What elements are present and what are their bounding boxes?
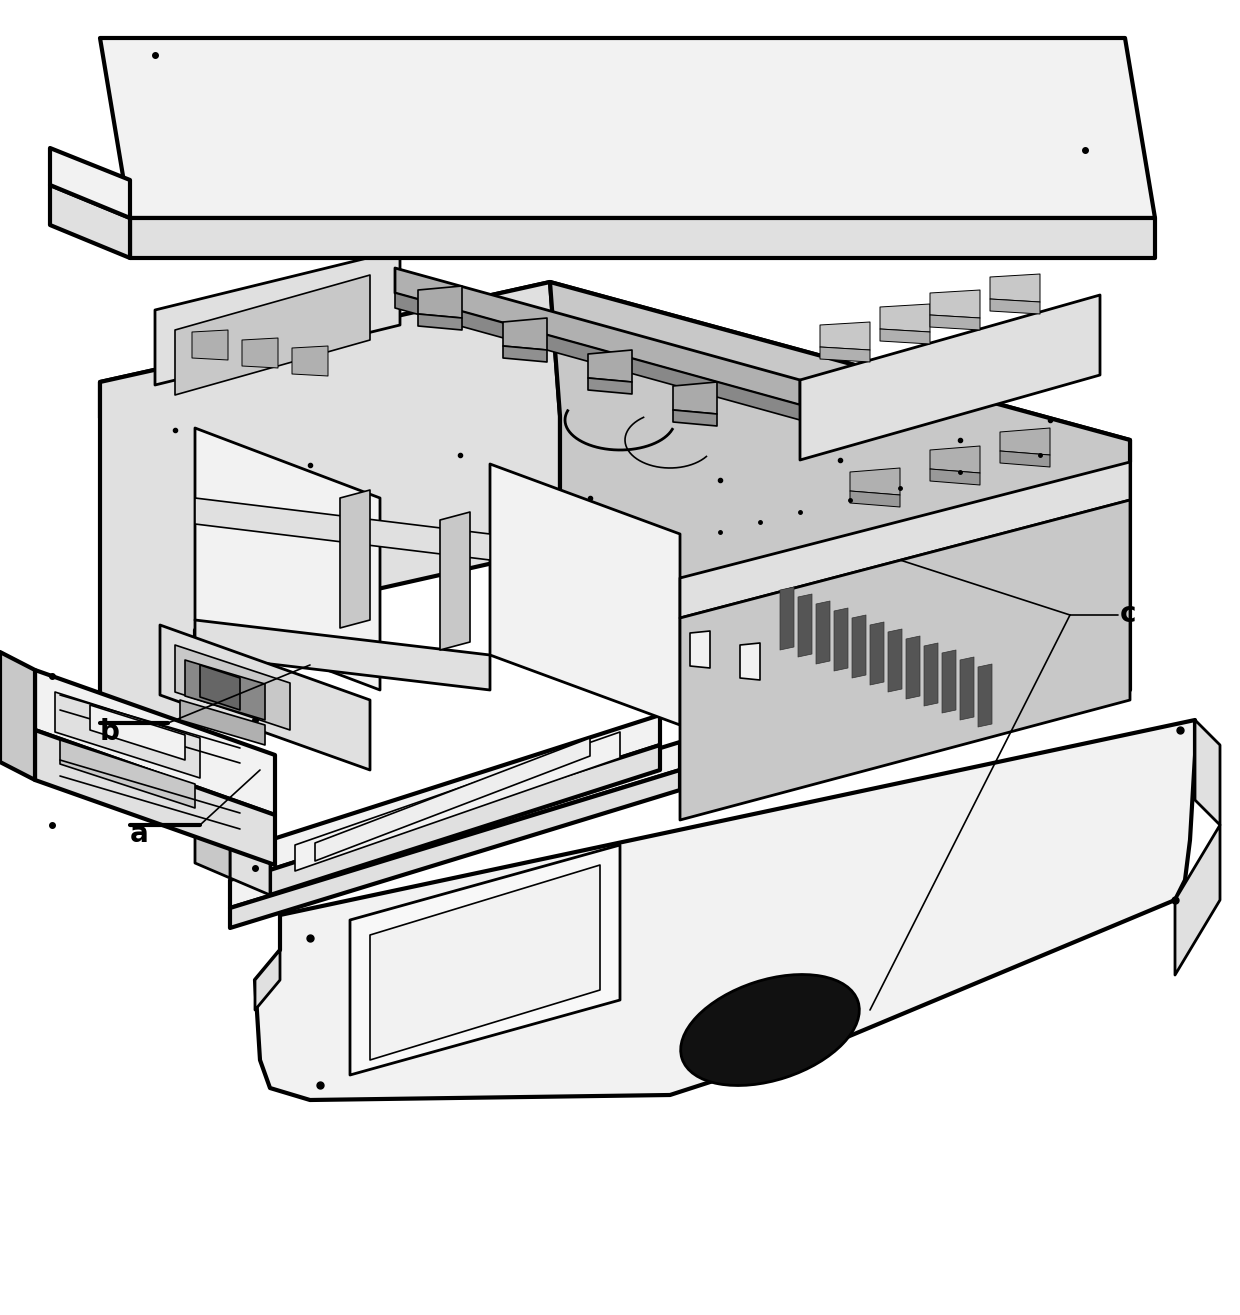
Polygon shape	[291, 346, 329, 376]
Polygon shape	[930, 291, 980, 318]
Polygon shape	[588, 377, 632, 394]
Polygon shape	[295, 732, 620, 871]
Polygon shape	[930, 446, 980, 473]
Polygon shape	[242, 338, 278, 368]
Polygon shape	[0, 652, 35, 780]
Polygon shape	[880, 329, 930, 345]
Polygon shape	[270, 746, 660, 896]
Polygon shape	[924, 643, 937, 706]
Polygon shape	[396, 268, 800, 405]
Polygon shape	[180, 700, 265, 746]
Polygon shape	[930, 316, 980, 330]
Polygon shape	[160, 625, 370, 771]
Polygon shape	[255, 721, 1195, 1101]
Polygon shape	[503, 346, 547, 362]
Polygon shape	[50, 185, 130, 258]
Polygon shape	[820, 322, 870, 350]
Polygon shape	[396, 293, 800, 419]
Polygon shape	[906, 636, 920, 700]
Polygon shape	[100, 38, 1154, 218]
Polygon shape	[999, 451, 1050, 467]
Polygon shape	[820, 347, 870, 362]
Polygon shape	[100, 281, 560, 760]
Polygon shape	[740, 643, 760, 680]
Polygon shape	[942, 650, 956, 713]
Polygon shape	[60, 740, 195, 807]
Ellipse shape	[681, 974, 859, 1085]
Polygon shape	[35, 730, 275, 865]
Polygon shape	[55, 692, 200, 778]
Text: a: a	[130, 821, 149, 848]
Polygon shape	[91, 705, 185, 760]
Polygon shape	[175, 644, 290, 730]
Polygon shape	[192, 330, 228, 360]
Polygon shape	[340, 490, 370, 629]
Polygon shape	[185, 660, 265, 721]
Polygon shape	[588, 350, 632, 381]
Polygon shape	[229, 835, 270, 896]
Polygon shape	[100, 281, 1130, 579]
Polygon shape	[418, 314, 463, 330]
Polygon shape	[200, 665, 241, 710]
Polygon shape	[680, 500, 1130, 821]
Polygon shape	[229, 742, 680, 907]
Polygon shape	[799, 594, 812, 658]
Polygon shape	[195, 821, 229, 878]
Polygon shape	[551, 281, 1130, 690]
Polygon shape	[195, 619, 490, 690]
Polygon shape	[503, 318, 547, 350]
Polygon shape	[880, 304, 930, 331]
Polygon shape	[849, 490, 900, 508]
Polygon shape	[155, 250, 401, 385]
Polygon shape	[990, 274, 1040, 302]
Polygon shape	[315, 738, 590, 861]
Polygon shape	[673, 381, 717, 414]
Polygon shape	[440, 512, 470, 650]
Polygon shape	[350, 846, 620, 1074]
Polygon shape	[130, 218, 1154, 258]
Polygon shape	[673, 410, 717, 426]
Polygon shape	[978, 664, 992, 727]
Polygon shape	[990, 299, 1040, 314]
Polygon shape	[852, 615, 866, 679]
Polygon shape	[370, 865, 600, 1060]
Polygon shape	[780, 586, 794, 650]
Polygon shape	[175, 275, 370, 394]
Polygon shape	[1176, 825, 1220, 974]
Polygon shape	[1195, 721, 1220, 825]
Polygon shape	[999, 427, 1050, 455]
Polygon shape	[50, 149, 130, 218]
Text: c: c	[1120, 600, 1137, 629]
Polygon shape	[680, 462, 1130, 618]
Polygon shape	[418, 285, 463, 318]
Polygon shape	[255, 949, 280, 1010]
Polygon shape	[960, 658, 973, 721]
Polygon shape	[835, 608, 848, 671]
Polygon shape	[689, 631, 711, 668]
Polygon shape	[816, 601, 830, 664]
Polygon shape	[870, 622, 884, 685]
Polygon shape	[490, 464, 680, 725]
Polygon shape	[930, 469, 980, 485]
Polygon shape	[195, 427, 379, 690]
Polygon shape	[849, 468, 900, 494]
Polygon shape	[229, 771, 680, 928]
Polygon shape	[195, 498, 490, 560]
Polygon shape	[800, 295, 1100, 460]
Polygon shape	[888, 629, 901, 692]
Polygon shape	[35, 671, 275, 815]
Polygon shape	[270, 715, 660, 871]
Text: b: b	[100, 718, 120, 746]
